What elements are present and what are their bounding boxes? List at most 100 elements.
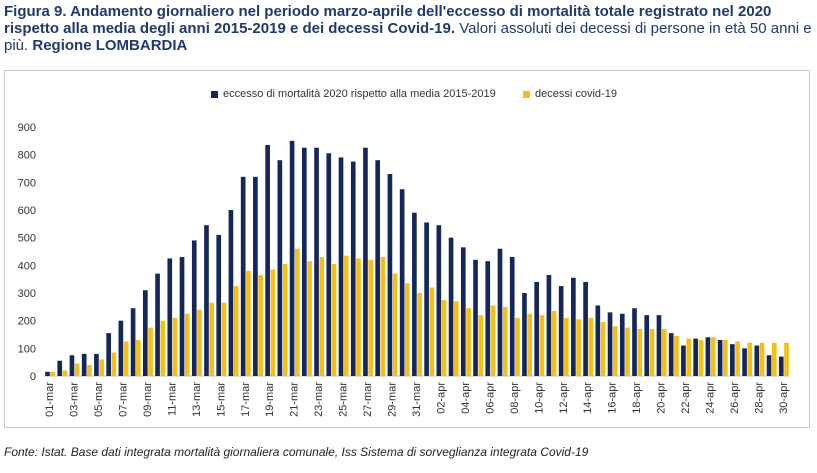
title-bold-text: Figura 9. Andamento giornaliero nel peri… (4, 3, 772, 37)
legend-item-covid: decessi covid-19 (523, 88, 617, 100)
bar-covid (527, 313, 533, 376)
bar-covid (74, 363, 80, 376)
x-tick-label: 19-mar (264, 382, 276, 417)
bar-excess (94, 353, 99, 376)
bar-excess (632, 308, 637, 376)
bar-covid (637, 328, 643, 376)
bar-covid (197, 309, 202, 376)
bar-excess (265, 144, 270, 376)
bar-excess (717, 340, 723, 376)
bar-covid (233, 286, 239, 376)
bar-excess (534, 281, 539, 376)
bar-excess (571, 277, 576, 376)
bar-covid (282, 263, 288, 376)
bar-excess (754, 345, 760, 376)
bar-covid (270, 269, 276, 376)
bar-excess (57, 360, 63, 376)
x-tick-label: 12-apr (558, 382, 570, 414)
bar-covid (515, 317, 520, 376)
bar-excess (155, 273, 160, 376)
x-tick-label: 17-mar (240, 382, 252, 417)
y-tick-label: 800 (18, 150, 36, 162)
bar-covid (319, 257, 325, 376)
y-tick-label: 900 (18, 122, 36, 134)
bar-excess (497, 248, 503, 376)
bar-excess (668, 333, 674, 376)
bar-covid (123, 341, 129, 376)
figure-title: Figura 9. Andamento giornaliero nel peri… (4, 3, 812, 54)
x-tick-label: 14-apr (582, 382, 594, 414)
bar-covid (686, 338, 691, 376)
y-tick-label: 200 (18, 316, 36, 328)
x-tick-label: 16-apr (607, 382, 619, 414)
y-tick-label: 300 (18, 288, 36, 300)
bar-excess (363, 147, 368, 376)
x-tick-label: 01-mar (44, 382, 56, 417)
bar-excess (473, 259, 478, 376)
x-tick-label: 31-mar (411, 382, 423, 417)
bar-covid (564, 317, 569, 376)
bar-covid (600, 322, 606, 376)
bar-chart: 0 100 200 300 400 500 600 700 800 900 01-mar 03-mar… (18, 122, 790, 417)
bar-excess (681, 345, 686, 376)
bar-excess (693, 338, 698, 376)
legend-label-excess: eccesso di mortalità 2020 rispetto alla … (223, 88, 496, 100)
bar-covid (99, 359, 104, 376)
bar-excess (424, 222, 429, 376)
bar-excess (253, 176, 258, 376)
bar-covid (747, 342, 753, 376)
title-normal-text: Valori assoluti dei decessi di persone i… (4, 20, 812, 54)
legend-item-excess: eccesso di mortalità 2020 rispetto alla … (211, 88, 496, 100)
bar-excess (143, 290, 148, 376)
bar-excess (179, 257, 185, 376)
y-tick-label: 0 (30, 371, 36, 383)
bar-covid (368, 259, 374, 376)
x-tick-label: 24-apr (705, 382, 717, 414)
bar-excess (412, 212, 417, 376)
x-tick-label: 08-apr (509, 382, 521, 414)
bar-covid (478, 315, 484, 376)
x-tick-label: 20-apr (656, 382, 668, 414)
bar-covid (429, 287, 435, 376)
bar-covid (356, 258, 361, 376)
bar-covid (50, 371, 56, 376)
bar-covid (160, 320, 166, 376)
bar-covid (380, 257, 386, 376)
bar-covid (441, 299, 447, 376)
bar-excess (558, 286, 564, 376)
y-tick-label: 400 (18, 260, 36, 272)
bar-covid (723, 340, 728, 376)
bar-covid (698, 340, 704, 376)
bar-covid (674, 335, 679, 376)
chart-legend: eccesso di mortalità 2020 rispetto alla … (0, 88, 817, 106)
bar-covid (295, 248, 300, 376)
bar-covid (87, 364, 92, 376)
bar-excess (240, 176, 246, 376)
bar-excess (289, 140, 295, 376)
bar-excess (301, 147, 307, 376)
bar-covid (612, 326, 618, 376)
x-tick-label: 13-mar (191, 382, 203, 417)
x-tick-label: 02-apr (435, 382, 447, 414)
x-tick-label: 28-apr (753, 382, 765, 414)
bar-excess (448, 237, 454, 376)
bar-covid (417, 293, 422, 376)
bar-covid (759, 342, 765, 376)
y-tick-label: 100 (18, 343, 36, 355)
bar-covid (551, 310, 557, 376)
bar-excess (375, 160, 381, 376)
x-tick-label: 11-mar (166, 382, 178, 416)
bar-covid (453, 301, 459, 376)
bar-covid (466, 308, 471, 376)
bar-covid (258, 275, 263, 376)
legend-swatch-covid (523, 90, 530, 98)
bar-covid (784, 342, 789, 376)
bar-excess (69, 355, 75, 376)
bar-excess (607, 312, 613, 376)
bar-covid (490, 305, 496, 376)
bar-excess (106, 333, 111, 376)
x-tick-label: 21-mar (289, 382, 301, 417)
x-tick-label: 10-apr (533, 382, 545, 414)
x-tick-label: 23-mar (313, 382, 325, 417)
bar-excess (485, 261, 491, 376)
